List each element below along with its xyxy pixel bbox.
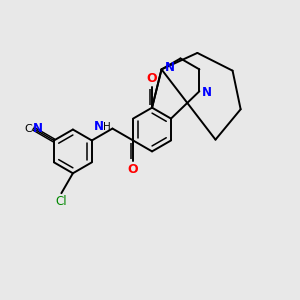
Text: N: N	[94, 120, 104, 133]
Text: O: O	[128, 164, 138, 176]
Text: N: N	[164, 61, 174, 74]
Text: O: O	[147, 72, 158, 85]
Text: H: H	[103, 122, 111, 132]
Text: Cl: Cl	[55, 194, 67, 208]
Text: N: N	[32, 122, 43, 135]
Text: C: C	[24, 124, 32, 134]
Text: N: N	[202, 86, 212, 99]
